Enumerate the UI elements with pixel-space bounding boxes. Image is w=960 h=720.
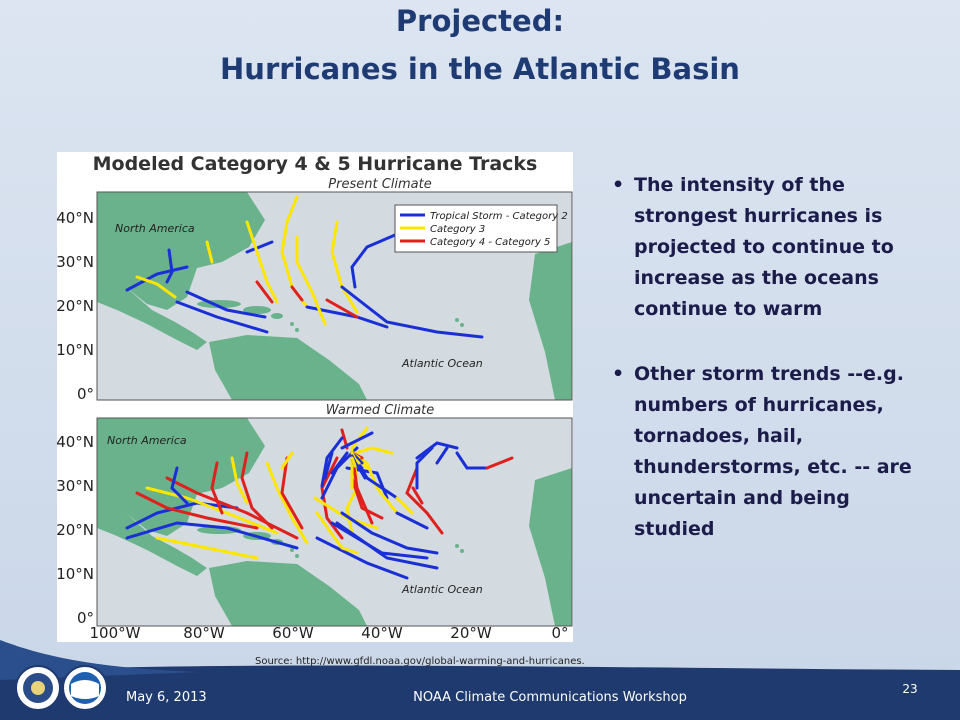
legend: Tropical Storm - Category 2 Category 3 Cat…	[394, 204, 568, 253]
logo-commerce-emblem	[31, 681, 45, 695]
x-axis-label: 40°W	[361, 624, 403, 642]
figure-title: Modeled Category 4 & 5 Hurricane Tracks	[93, 153, 538, 175]
footer-date: May 6, 2013	[126, 690, 207, 705]
ocean-label: Atlantic Ocean	[401, 357, 483, 370]
y-axis-label: 40°N	[56, 209, 94, 227]
legend-label: Tropical Storm - Category 2	[430, 211, 568, 222]
footer-event: NOAA Climate Communications Workshop	[413, 690, 687, 705]
title-line-2: Hurricanes in the Atlantic Basin	[220, 52, 740, 86]
footer-band	[0, 665, 960, 720]
ocean-label: Atlantic Ocean	[401, 583, 483, 596]
logo-noaa-bird	[71, 680, 99, 699]
y-axis-label: 30°N	[56, 477, 94, 495]
source: Source: http://www.gfdl.noaa.gov/global-…	[255, 656, 585, 667]
x-axis-label: 20°W	[450, 624, 492, 642]
x-axis-label: 80°W	[183, 624, 225, 642]
x-axis: 100°W 80°W 60°W 40°W 20°W 0°	[90, 624, 569, 642]
y-axis: 40°N 30°N 20°N 10°N 0° 40°N 30°N 20°N 10°N 0°	[56, 209, 94, 627]
legend-label: Category 3	[430, 224, 485, 235]
title-line-1: Projected:	[395, 4, 565, 38]
x-axis-label: 0°	[551, 624, 568, 642]
panel-title: Warmed Climate	[326, 403, 435, 418]
legend-label: Category 4 - Category 5	[430, 237, 550, 248]
bullet: Other storm trends --e.g. numbers of hur…	[612, 359, 932, 545]
y-axis-label: 20°N	[56, 521, 94, 539]
page-number: 23	[902, 682, 917, 696]
y-axis-label: 10°N	[56, 341, 94, 359]
y-axis-label: 0°	[77, 385, 94, 403]
land-label: North America	[115, 222, 195, 235]
map-present: North America Atlantic Ocean	[96, 191, 573, 401]
panel-title: Present Climate	[328, 177, 431, 192]
x-axis-label: 60°W	[272, 624, 314, 642]
y-axis-label: 40°N	[56, 433, 94, 451]
y-axis-label: 20°N	[56, 297, 94, 315]
bullet: The intensity of the strongest hurricane…	[612, 170, 932, 325]
land-label: North America	[107, 434, 187, 447]
x-axis-label: 100°W	[90, 624, 141, 642]
y-axis-label: 10°N	[56, 565, 94, 583]
map-warmed: North America Atlantic Ocean	[96, 417, 573, 627]
y-axis-label: 0°	[77, 609, 94, 627]
y-axis-label: 30°N	[56, 253, 94, 271]
bullet-list: The intensity of the strongest hurricane…	[612, 170, 932, 579]
